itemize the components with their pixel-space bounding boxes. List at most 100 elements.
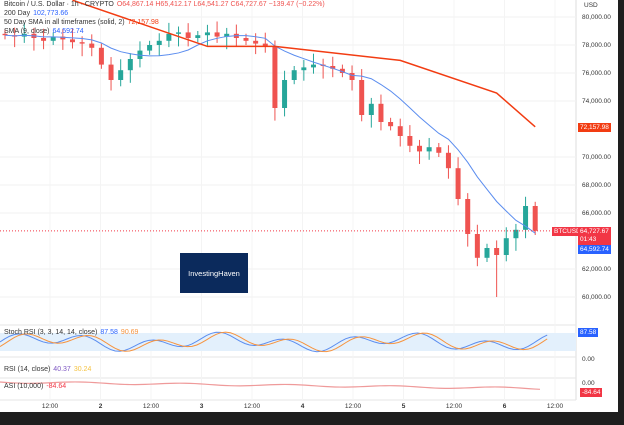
countdown: 01:43 [580, 236, 597, 243]
candle-body [532, 206, 538, 231]
candle-body [368, 103, 374, 115]
candle-body [166, 33, 172, 41]
candle-body [426, 147, 432, 152]
symbol-tag: BTCUSD [552, 227, 583, 236]
y-tick-label: 68,000.00 [582, 182, 611, 189]
y-tick-label: 60,000.00 [582, 294, 611, 301]
candle-body [397, 126, 403, 136]
x-tick-label: 12:00 [244, 403, 261, 410]
candle-body [503, 238, 509, 255]
currency-label: USD [584, 2, 598, 9]
x-tick-label: 12:00 [345, 403, 362, 410]
x-tick-label: 12:00 [446, 403, 463, 410]
candle-body [301, 67, 307, 71]
candle-body [494, 248, 500, 255]
legend-sma200[interactable]: 200 Day 102,773.66 [4, 10, 68, 17]
candle-body [339, 68, 345, 73]
candle-body [79, 42, 85, 44]
x-tick-label: 12:00 [42, 403, 59, 410]
candle-body [60, 36, 66, 40]
candle-body [253, 40, 259, 44]
candle-body [291, 70, 297, 80]
sma50-line [72, 0, 536, 128]
y-tick-label: 70,000.00 [582, 154, 611, 161]
x-tick-label: 12:00 [143, 403, 160, 410]
candle-body [176, 32, 182, 34]
candle-body [224, 33, 230, 37]
stoch-label: Stoch RSI (3, 3, 14, 14, close) [4, 329, 98, 336]
candle-body [243, 38, 249, 41]
x-tick-label: 12:00 [547, 403, 564, 410]
y-tick-label: 78,000.00 [582, 42, 611, 49]
y-tick-label: 76,000.00 [582, 70, 611, 77]
sma9-value: 64,592.74 [52, 28, 84, 35]
candle-body [349, 73, 355, 80]
bottom-bar [0, 412, 624, 425]
last-price-tag: 64,727.67 01:43 [578, 227, 611, 245]
candle-body [465, 199, 471, 234]
x-tick-label: 6 [503, 403, 507, 410]
candle-body [89, 43, 95, 48]
candle-body [118, 70, 124, 80]
legend-sma9[interactable]: SMA (9, close) 64,592.74 [4, 28, 84, 35]
asi-axis-label: 0.00 [582, 380, 595, 387]
investinghaven-logo: InvestingHaven [180, 253, 248, 293]
sma50-label: 50 Day SMA in all timeframes (solid, 2) [4, 19, 125, 26]
candle-body [310, 64, 316, 68]
legend-rsi[interactable]: RSI (14, close) 40.37 30.24 [4, 366, 91, 373]
legend-stoch[interactable]: Stoch RSI (3, 3, 14, 14, close) 87.58 90.6… [4, 329, 138, 336]
candle-body [214, 32, 220, 37]
y-tick-label: 80,000.00 [582, 14, 611, 21]
stoch-k: 87.58 [100, 329, 118, 336]
stoch-price-tag: 87.58 [578, 328, 599, 337]
y-tick-label: 66,000.00 [582, 210, 611, 217]
candle-body [513, 229, 519, 239]
stoch-band [0, 333, 576, 351]
legend-sma50[interactable]: 50 Day SMA in all timeframes (solid, 2) 7… [4, 19, 159, 26]
candle-body [474, 234, 480, 258]
rsi-value: 40.37 [53, 366, 71, 373]
asi-label: ASI (10,000) [4, 383, 44, 390]
legend-symbol: Bitcoin / U.S. Dollar · 1h · CRYPTO O64,8… [4, 1, 325, 8]
stoch-axis-label: 0.00 [582, 356, 595, 363]
candle-body [50, 36, 56, 41]
symbol-title: Bitcoin / U.S. Dollar · 1h · CRYPTO [4, 1, 114, 8]
rsi-ma-value: 30.24 [73, 366, 92, 373]
x-tick-label: 2 [99, 403, 103, 410]
stoch-k-line [0, 331, 548, 353]
candle-body [98, 47, 104, 65]
sma200-value: 102,773.66 [33, 10, 69, 17]
candle-body [484, 248, 490, 258]
candle-body [69, 39, 75, 43]
rsi-label: RSI (14, close) [4, 366, 51, 373]
sma200-label: 200 Day [4, 10, 31, 17]
asi-value: -84.64 [46, 383, 67, 390]
x-tick-label: 4 [301, 403, 305, 410]
ohlc-values: O64,867.14 H65,412.17 L64,541.27 C64,727… [116, 1, 325, 8]
sma50-value: 72,157.98 [127, 19, 159, 26]
candle-body [272, 46, 278, 108]
sma9-label: SMA (9, close) [4, 28, 50, 35]
legend-asi[interactable]: ASI (10,000) -84.64 [4, 383, 66, 390]
candle-body [185, 32, 191, 38]
candle-body [436, 147, 442, 153]
candle-body [417, 145, 423, 152]
x-tick-label: 3 [200, 403, 204, 410]
candle-body [445, 152, 451, 169]
candle-body [388, 122, 394, 127]
candle-body [262, 43, 268, 47]
chart-canvas[interactable]: 80,000.00 78,000.00 76,000.00 74,000.00 70,0… [0, 0, 618, 412]
candle-body [455, 168, 461, 199]
y-tick-label: 74,000.00 [582, 98, 611, 105]
sma9-line [4, 34, 536, 234]
asi-price-tag: -84.64 [580, 388, 603, 397]
candle-body [523, 206, 529, 230]
candle-body [204, 32, 210, 36]
sma9-price-tag: 64,592.74 [578, 245, 611, 254]
chart-area[interactable]: 80,000.00 78,000.00 76,000.00 74,000.00 70,0… [0, 0, 618, 412]
candle-body [108, 64, 114, 80]
stoch-d: 90.69 [120, 329, 139, 336]
candle-body [127, 59, 133, 71]
last-price: 64,727.67 [580, 228, 609, 235]
x-tick-label: 5 [402, 403, 406, 410]
